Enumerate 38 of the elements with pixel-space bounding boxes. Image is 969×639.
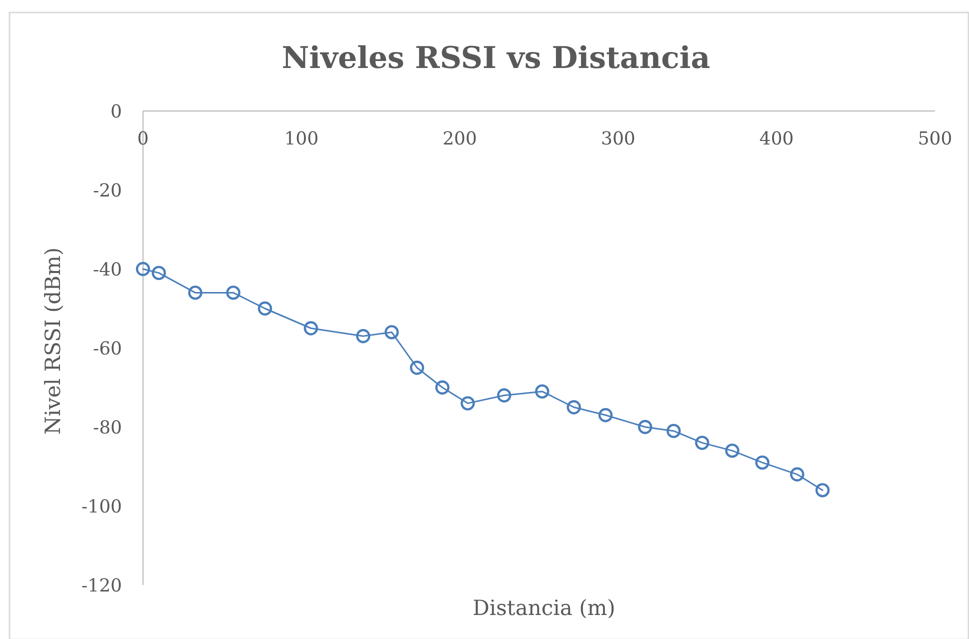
point — [136, 262, 150, 276]
point — [638, 420, 652, 434]
point — [304, 321, 318, 336]
point — [815, 483, 830, 498]
y-tick-label: -20 — [93, 180, 122, 202]
y-tick-label: -60 — [93, 338, 122, 360]
point — [226, 286, 240, 300]
x-tick-label: 400 — [759, 128, 794, 150]
point — [666, 424, 681, 438]
x-tick-label: 500 — [918, 128, 952, 150]
y-tick-label: 0 — [110, 101, 122, 122]
chart-title: Niveles RSSI vs Distancia — [282, 41, 710, 76]
point — [188, 286, 202, 300]
point — [790, 467, 804, 482]
point — [152, 266, 166, 280]
point — [460, 396, 475, 410]
y-axis-title: Nivel RSSI (dBm) — [41, 247, 65, 435]
point — [410, 360, 424, 375]
y-tick-label: -40 — [93, 259, 122, 280]
point — [535, 384, 550, 399]
point — [725, 444, 740, 458]
x-axis-title: Distancia (m) — [472, 596, 616, 620]
x-tick-label: 200 — [442, 128, 477, 150]
point — [566, 400, 581, 414]
point — [497, 388, 512, 402]
y-tick-label: -120 — [82, 575, 122, 596]
point — [435, 380, 450, 395]
point — [356, 329, 370, 344]
point — [755, 455, 770, 470]
point — [258, 301, 272, 316]
point — [384, 325, 399, 340]
x-tick-label: 300 — [601, 128, 636, 150]
point — [695, 436, 710, 450]
y-tick-label: -80 — [93, 417, 122, 438]
y-tick-label: -100 — [82, 496, 122, 518]
point — [598, 408, 613, 422]
x-tick-label: 0 — [137, 128, 149, 150]
x-tick-label: 100 — [284, 128, 319, 150]
